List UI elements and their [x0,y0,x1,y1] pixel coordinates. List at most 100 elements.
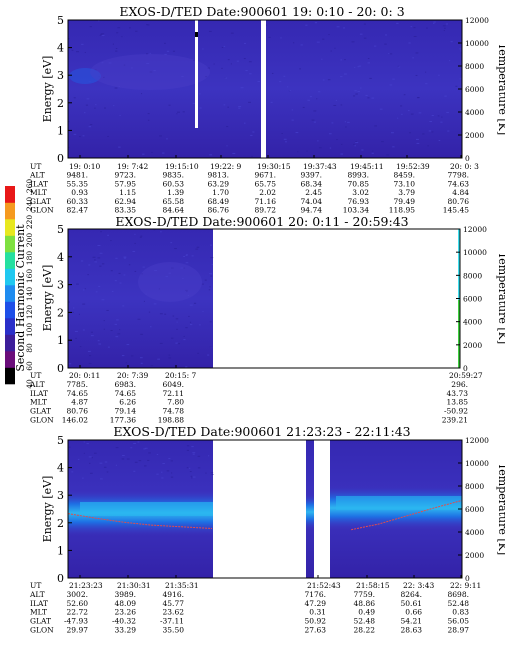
speckle [166,470,170,472]
speckle [82,135,85,137]
speckle [313,121,316,123]
speckle [170,337,174,339]
info-cell: 19:30:15 [257,162,291,171]
speckle [418,112,422,114]
speckle [68,147,70,149]
speckle [94,107,96,109]
info-cell: 3989. [115,590,136,599]
speckle [389,84,393,86]
speckle [413,35,417,37]
speckle [166,138,168,140]
info-cell: 6049. [163,380,184,389]
speckle [230,63,232,65]
speckle [111,290,114,292]
speckle [73,133,77,135]
speckle [94,259,96,261]
speckle [209,244,213,246]
speckle [384,43,387,45]
speckle [359,33,363,35]
speckle [340,153,344,155]
speckle [193,60,195,62]
info-row-label: UT [30,162,41,171]
speckle [101,62,104,64]
info-cell: 50.92 [305,617,327,626]
speckle [118,86,120,88]
speckle [110,270,113,272]
speckle [238,107,241,109]
speckle [82,477,84,479]
speckle [416,97,419,99]
speckle [104,461,108,463]
speckle [443,30,445,32]
info-cell: 74.63 [448,179,470,188]
info-row-label: GLAT [30,197,51,206]
panel-1-title: EXOS-D/TED Date:900601 19: 0:10 - 20: 0:… [119,4,404,19]
info-cell: 82.47 [67,206,89,215]
speckle [89,472,93,474]
speckle [149,71,153,73]
speckle [197,455,201,457]
speckle [192,102,195,104]
colorbar-tick-label: 100 [25,323,34,338]
speckle [101,263,105,265]
info-cell: 0.31 [309,608,326,617]
speckle [119,114,121,116]
panel-2-green-bar [458,300,460,368]
speckle [392,78,395,80]
colorbar-cell [5,202,15,220]
speckle [271,72,274,74]
speckle [144,447,148,449]
info-cell: 118.95 [389,206,415,215]
speckle [388,53,390,55]
speckle [211,263,214,265]
info-cell: 4.87 [71,398,88,407]
speckle [322,79,325,81]
info-cell: 0.93 [71,188,88,197]
speckle [150,365,154,367]
panel-1-black-spike [195,32,198,37]
y2-tick-label: 0 [465,574,470,583]
speckle [88,126,92,128]
speckle [224,77,228,79]
speckle [236,60,239,62]
speckle [101,299,105,301]
info-cell: 198.88 [158,416,184,425]
speckle [100,231,102,233]
y2-tick-label: 12000 [463,225,487,234]
speckle [210,257,214,259]
speckle [143,300,145,302]
speckle [88,456,92,458]
info-cell: 8993. [348,171,369,180]
info-cell: 52.48 [354,617,376,626]
speckle [189,304,193,306]
speckle [98,285,101,287]
info-cell: 55.35 [67,179,89,188]
speckle [426,27,428,29]
speckle [283,75,286,77]
speckle [221,46,224,48]
y-tick-label: 3 [57,489,64,502]
speckle [336,26,340,28]
speckle [153,70,156,72]
speckle [157,358,161,360]
y2-tick-label: 2000 [465,551,484,560]
speckle [123,64,126,66]
y-tick-label: 3 [57,279,64,292]
speckle [160,231,162,233]
panel-3-ylabel: Energy [eV] [41,476,54,543]
info-row-label: ALT [29,590,45,599]
speckle [209,154,213,156]
speckle [110,330,113,332]
y-tick-label: 1 [57,124,64,137]
speckle [153,303,157,305]
speckle [397,65,400,67]
info-cell: 1.15 [119,188,136,197]
speckle [230,32,234,34]
speckle [171,472,173,474]
speckle [367,62,371,64]
speckle [415,52,419,54]
speckle [168,272,171,274]
colorbar: 40 60 80 100 120 140 160 180 200 220 240 260 Second… [5,179,34,389]
panel-3-axes: 0 1 2 3 4 5 0 2000 4000 6000 8000 10000 12000 [57,434,489,585]
speckle [175,342,179,344]
